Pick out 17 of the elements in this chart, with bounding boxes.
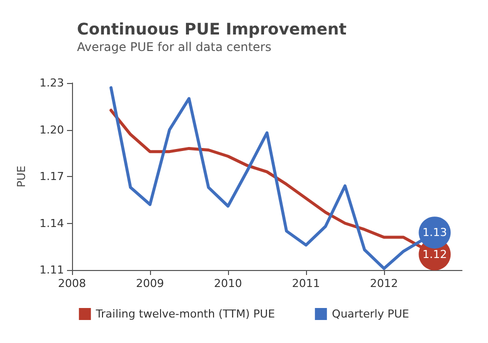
legend-label: Quarterly PUE xyxy=(332,308,410,320)
y-tick-label: 1.20 xyxy=(40,123,64,136)
x-tick-label: 2008 xyxy=(58,277,86,290)
data-label: 1.12 xyxy=(422,248,447,261)
x-tick-label: 2009 xyxy=(136,277,164,290)
x-tick-label: 2010 xyxy=(214,277,242,290)
y-tick-label: 1.11 xyxy=(40,264,64,276)
chart-title: Continuous PUE Improvement xyxy=(77,20,347,38)
x-tick-label: 2011 xyxy=(292,277,320,290)
x-tick-label: 2012 xyxy=(370,277,398,290)
y-axis-title: PUE xyxy=(15,166,28,188)
chart-subtitle: Average PUE for all data centers xyxy=(77,40,272,54)
y-tick-label: 1.23 xyxy=(40,76,64,90)
y-tick-label: 1.17 xyxy=(40,170,64,183)
y-tick-label: 1.14 xyxy=(40,216,64,230)
data-label: 1.13 xyxy=(422,226,447,240)
legend-label: Trailing twelve-month (TTM) PUE xyxy=(94,308,275,320)
